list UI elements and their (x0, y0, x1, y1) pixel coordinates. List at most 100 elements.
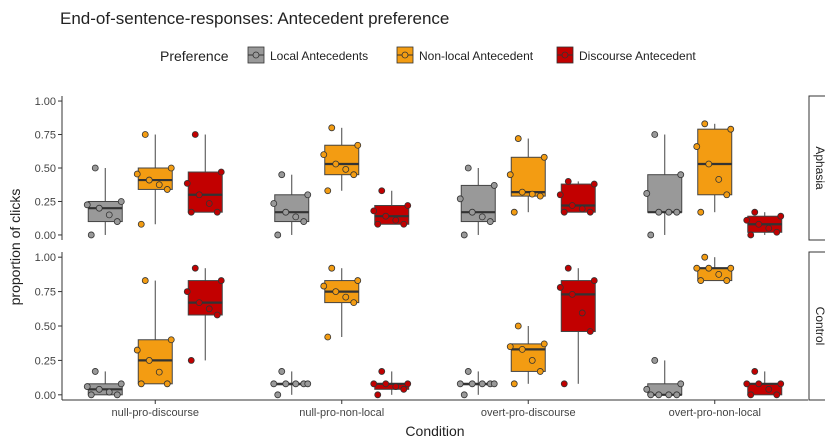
data-point (400, 385, 408, 393)
box-non-local-antecedent-overt-pro-non-local (693, 253, 735, 284)
box-body (647, 174, 683, 213)
strip-control (808, 251, 825, 401)
data-point (643, 385, 651, 393)
legend-title: Preference (160, 48, 229, 64)
data-point (777, 212, 785, 220)
box-local-antecedents-null-pro-discourse (83, 368, 125, 399)
data-point (350, 171, 358, 179)
box-body (137, 167, 173, 190)
data-point (137, 220, 145, 228)
data-point (342, 165, 350, 173)
data-point (665, 208, 673, 216)
box-body (187, 171, 223, 213)
data-point (282, 208, 290, 216)
data-point (137, 380, 145, 388)
box-non-local-antecedent-overt-pro-discourse (506, 135, 548, 216)
data-point (163, 380, 171, 388)
data-point (400, 220, 408, 228)
y-tick-label: 0.50 (35, 163, 56, 175)
box-discourse-antecedent-overt-pro-non-local (743, 208, 785, 239)
data-point (332, 160, 340, 168)
data-point (392, 216, 400, 224)
x-tick-label-null-pro-non-local: null-pro-non-local (299, 407, 384, 419)
legend-label-local-antecedents: Local Antecedents (270, 49, 368, 63)
y-tick-label: 0.00 (35, 230, 56, 242)
data-point (95, 204, 103, 212)
box-discourse-antecedent-overt-pro-non-local (743, 368, 785, 399)
data-point (715, 270, 723, 278)
data-point (87, 391, 95, 399)
data-point (155, 368, 163, 376)
box-discourse-antecedent-null-pro-discourse (183, 264, 225, 364)
data-point (697, 277, 705, 284)
data-point (747, 391, 755, 399)
data-point (705, 264, 713, 272)
data-point (374, 391, 382, 399)
data-point (655, 391, 663, 399)
data-point (195, 191, 203, 199)
panel-control: 0.00 0.25 0.50 0.75 1.00 Control (35, 251, 825, 402)
data-point (91, 368, 99, 375)
data-point (141, 131, 149, 138)
box-discourse-antecedent-null-pro-non-local (370, 368, 412, 399)
data-point (518, 345, 526, 353)
box-local-antecedents-overt-pro-discourse (456, 368, 498, 399)
data-point (701, 253, 709, 261)
data-point (324, 333, 332, 341)
data-point (514, 135, 522, 142)
data-point (486, 218, 494, 225)
data-point (528, 190, 536, 198)
data-point (673, 208, 681, 216)
data-point (510, 208, 518, 216)
data-point (304, 191, 312, 199)
data-point (677, 171, 685, 179)
data-point (270, 380, 278, 388)
data-point (342, 293, 350, 301)
data-point (213, 208, 221, 216)
data-point (378, 368, 386, 375)
data-point (560, 380, 568, 388)
data-point (673, 391, 681, 399)
data-point (370, 207, 378, 215)
data-point (586, 208, 594, 216)
data-point (167, 164, 175, 172)
data-point (278, 368, 286, 375)
data-point (95, 385, 103, 393)
data-point (213, 311, 221, 319)
data-point (163, 186, 171, 193)
data-point (468, 380, 476, 388)
data-point (195, 299, 203, 307)
data-point (278, 171, 286, 179)
data-point (464, 164, 472, 172)
data-point (300, 218, 308, 225)
box-body (137, 339, 173, 385)
data-point (392, 383, 400, 390)
data-point (765, 385, 773, 393)
data-point (274, 391, 282, 399)
data-point (651, 357, 659, 364)
data-point (727, 125, 735, 133)
data-point (751, 368, 759, 375)
data-point (167, 336, 175, 344)
box-body (560, 183, 596, 213)
data-point (540, 153, 548, 161)
data-point (145, 357, 153, 364)
y-tick-label: 0.75 (35, 130, 56, 142)
data-point (755, 220, 763, 228)
data-point (510, 380, 518, 388)
data-point (560, 208, 568, 216)
y-tick-label: 0.75 (35, 287, 56, 299)
data-point (590, 277, 598, 284)
box-local-antecedents-overt-pro-non-local (643, 357, 685, 399)
legend-swatch-point (561, 51, 569, 59)
data-point (105, 211, 113, 219)
data-point (382, 380, 390, 388)
data-point (590, 180, 598, 188)
data-point (292, 380, 300, 388)
data-point (568, 290, 576, 298)
box-body (510, 343, 546, 372)
data-point (490, 380, 498, 388)
x-tick-label-null-pro-discourse: null-pro-discourse (112, 407, 199, 419)
data-point (105, 388, 113, 396)
data-point (723, 277, 731, 284)
